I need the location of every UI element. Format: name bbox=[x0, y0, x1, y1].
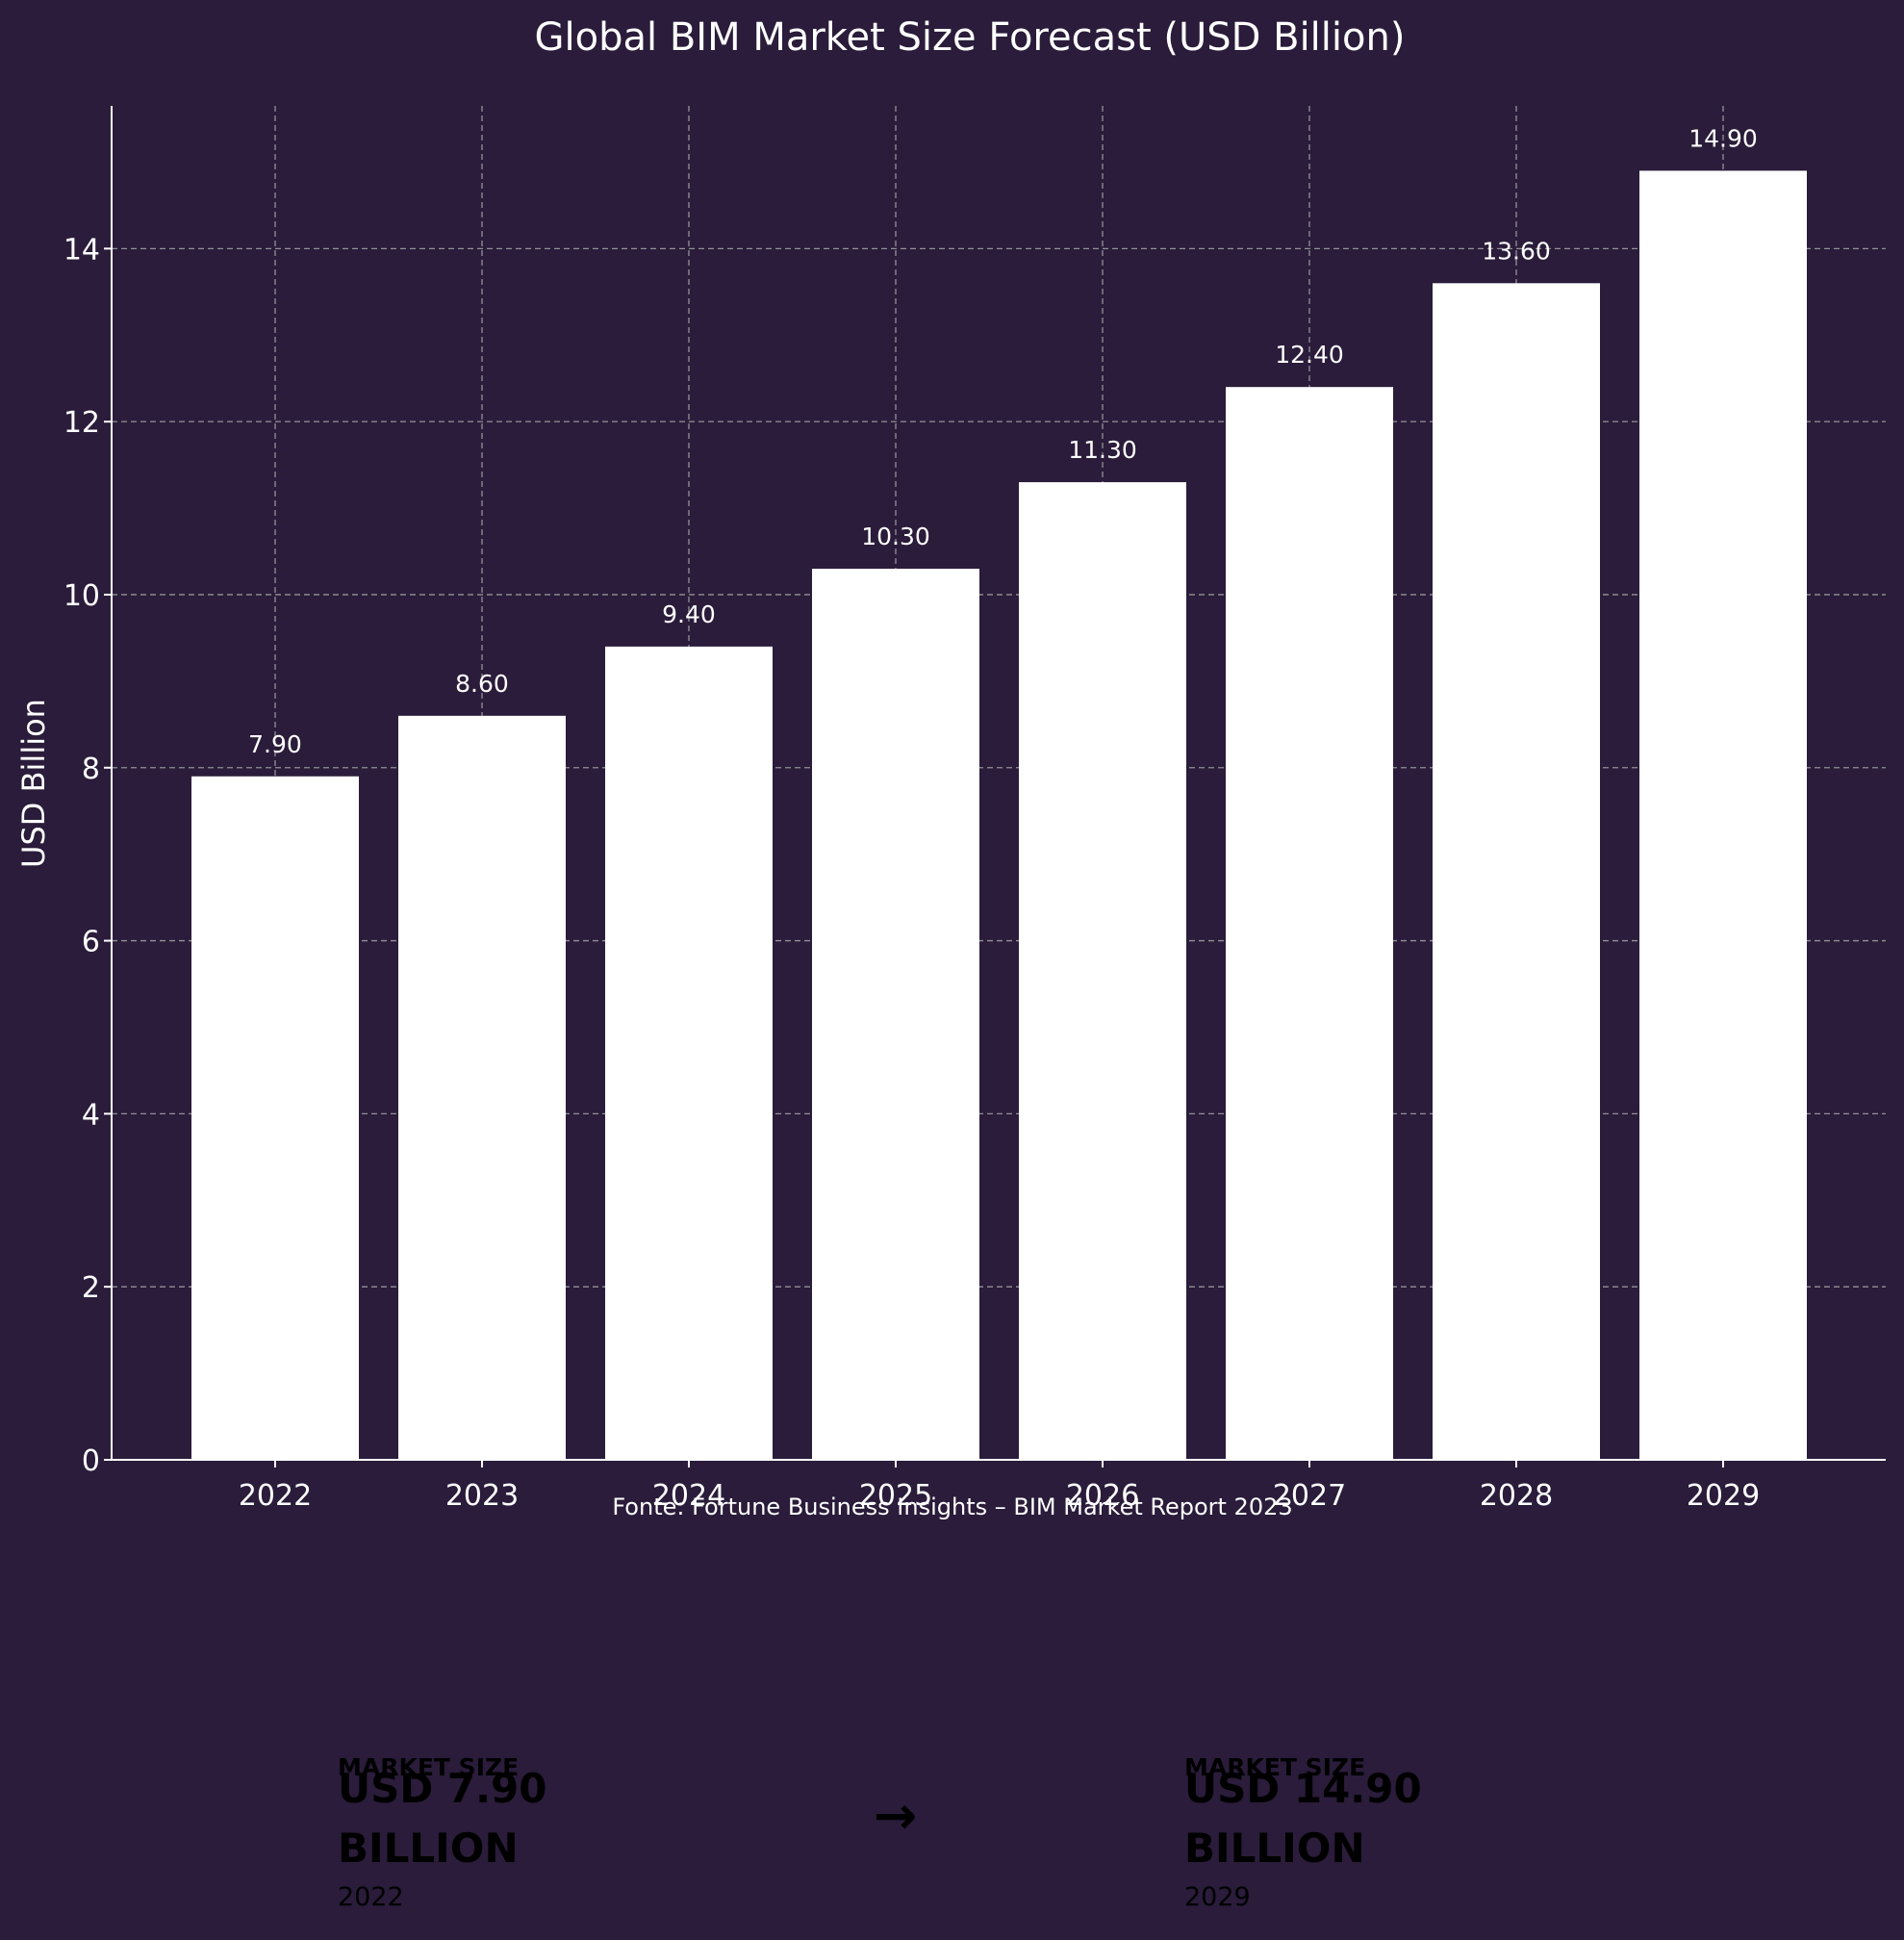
bar-value-label: 11.30 bbox=[1068, 436, 1137, 464]
bar-chart: Global BIM Market Size Forecast (USD Bil… bbox=[15, 15, 1886, 1520]
x-tick-label: 2025 bbox=[859, 1479, 932, 1513]
bar bbox=[1019, 482, 1186, 1460]
kpi-start-heading: MARKET SIZE bbox=[338, 1753, 520, 1781]
x-tick-label: 2026 bbox=[1066, 1479, 1139, 1513]
x-tick-label: 2027 bbox=[1273, 1479, 1346, 1513]
axes bbox=[104, 106, 1886, 1468]
bar-value-label: 9.40 bbox=[662, 600, 716, 628]
bar bbox=[1639, 170, 1807, 1461]
bar-value-label: 8.60 bbox=[455, 670, 509, 698]
source-note: Fonte: Fortune Business Insights – BIM M… bbox=[612, 1493, 1292, 1520]
chart-title: Global BIM Market Size Forecast (USD Bil… bbox=[535, 15, 1406, 60]
kpi-start-year: 2022 bbox=[338, 1882, 404, 1912]
kpi-end-value: USD 14.90 BILLION bbox=[1184, 1765, 1422, 1872]
bar bbox=[1433, 283, 1600, 1461]
y-tick-label: 6 bbox=[82, 926, 100, 959]
y-tick-label: 4 bbox=[82, 1098, 100, 1132]
x-tick-label: 2028 bbox=[1480, 1479, 1553, 1513]
y-tick-label: 8 bbox=[82, 753, 100, 786]
kpi-start-value: USD 7.90 BILLION bbox=[338, 1765, 547, 1872]
x-tick-label: 2022 bbox=[239, 1479, 312, 1513]
bar-value-label: 13.60 bbox=[1482, 237, 1551, 265]
bar bbox=[812, 568, 979, 1460]
bar bbox=[191, 776, 359, 1460]
tick-labels: 0 2 4 6 8 10 12 14 2022 2023 2024 2025 2026 2027 2028 2… bbox=[63, 233, 1760, 1513]
bar-value-label: 12.40 bbox=[1275, 341, 1344, 369]
y-axis-label: USD Billion bbox=[15, 699, 52, 868]
bar bbox=[1226, 387, 1393, 1461]
y-tick-label: 10 bbox=[63, 579, 100, 613]
bar-value-label: 7.90 bbox=[248, 730, 302, 758]
kpi-end-heading: MARKET SIZE bbox=[1184, 1753, 1366, 1781]
x-tick-label: 2024 bbox=[652, 1479, 725, 1513]
x-tick-label: 2029 bbox=[1687, 1479, 1760, 1513]
bar bbox=[605, 646, 773, 1460]
bar-value-label: 14.90 bbox=[1688, 124, 1758, 152]
bar-value-labels: 7.90 8.60 9.40 10.30 11.30 12.40 13.60 14.90 bbox=[248, 124, 1758, 757]
arrow-right-icon: → bbox=[874, 1785, 918, 1846]
y-tick-label: 2 bbox=[82, 1271, 100, 1305]
y-tick-label: 12 bbox=[63, 406, 100, 440]
bar bbox=[398, 715, 566, 1460]
y-tick-label: 0 bbox=[82, 1444, 100, 1478]
y-tick-label: 14 bbox=[63, 233, 100, 267]
bar-value-label: 10.30 bbox=[861, 523, 930, 550]
bars bbox=[191, 170, 1807, 1461]
x-tick-label: 2023 bbox=[445, 1479, 519, 1513]
kpi-end-year: 2029 bbox=[1184, 1882, 1251, 1912]
gridlines bbox=[112, 106, 1886, 1460]
